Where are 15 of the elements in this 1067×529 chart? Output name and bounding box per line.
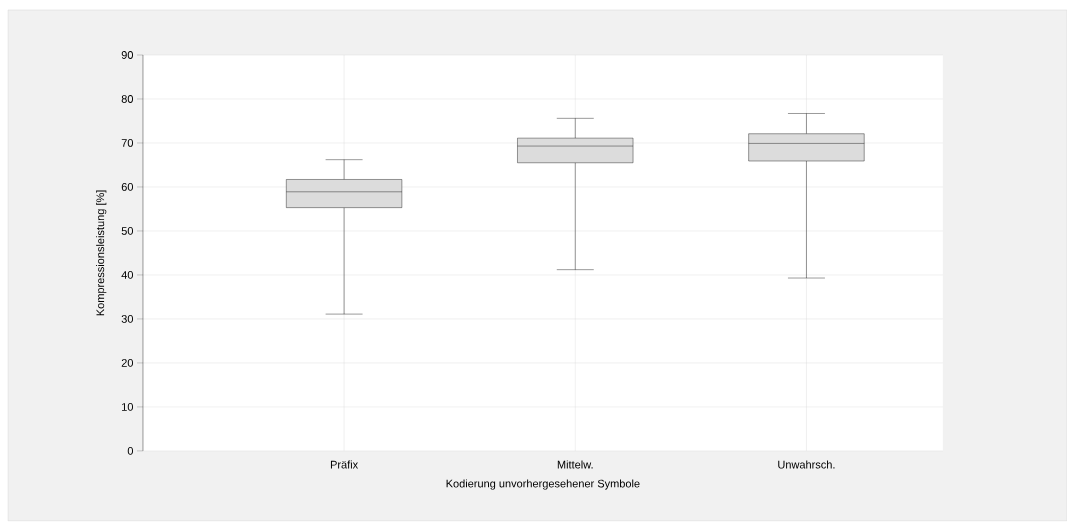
x-tick-label: Mittelw. [557, 460, 593, 469]
y-tick-label: 30 [121, 315, 134, 323]
x-axis-title: Kodierung unvorhergesehener Symbole [446, 479, 640, 490]
x-tick-label: Präfix [330, 460, 359, 469]
y-tick-label: 40 [121, 271, 134, 279]
y-tick-label: 70 [121, 139, 134, 147]
y-tick-label: 20 [121, 359, 134, 367]
y-axis-title: Kompressionsleistung [%] [96, 190, 107, 316]
y-tick-label: 0 [127, 447, 134, 455]
y-tick-label: 90 [121, 51, 134, 59]
x-tick-label: Unwahrsch. [778, 460, 835, 469]
y-tick-label: 50 [121, 227, 134, 235]
y-tick-label: 10 [122, 403, 134, 411]
y-tick-label: 60 [121, 183, 134, 191]
y-tick-label: 80 [121, 95, 134, 103]
